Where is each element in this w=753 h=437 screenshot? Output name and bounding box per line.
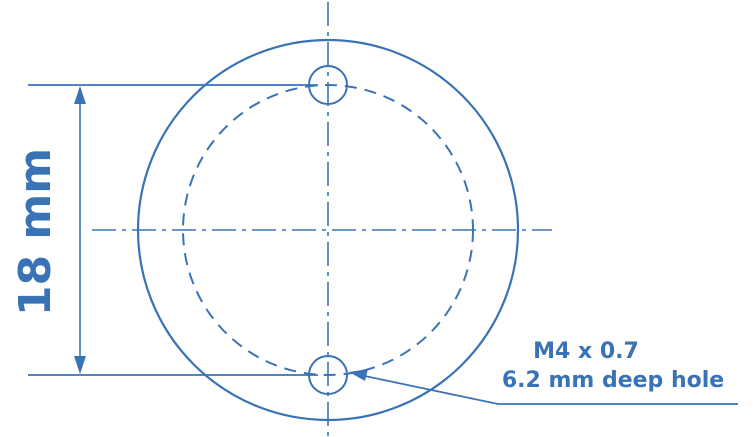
callout-leader-line bbox=[359, 374, 738, 405]
dimension-arrow-top bbox=[74, 86, 86, 104]
callout-arrowhead bbox=[349, 369, 368, 381]
dimension-arrow-bottom bbox=[74, 356, 86, 374]
callout-depth-text: 6.2 mm deep hole bbox=[502, 368, 724, 393]
callout-thread-text: M4 x 0.7 bbox=[533, 339, 639, 364]
dimension-label: 18 mm bbox=[10, 148, 61, 316]
